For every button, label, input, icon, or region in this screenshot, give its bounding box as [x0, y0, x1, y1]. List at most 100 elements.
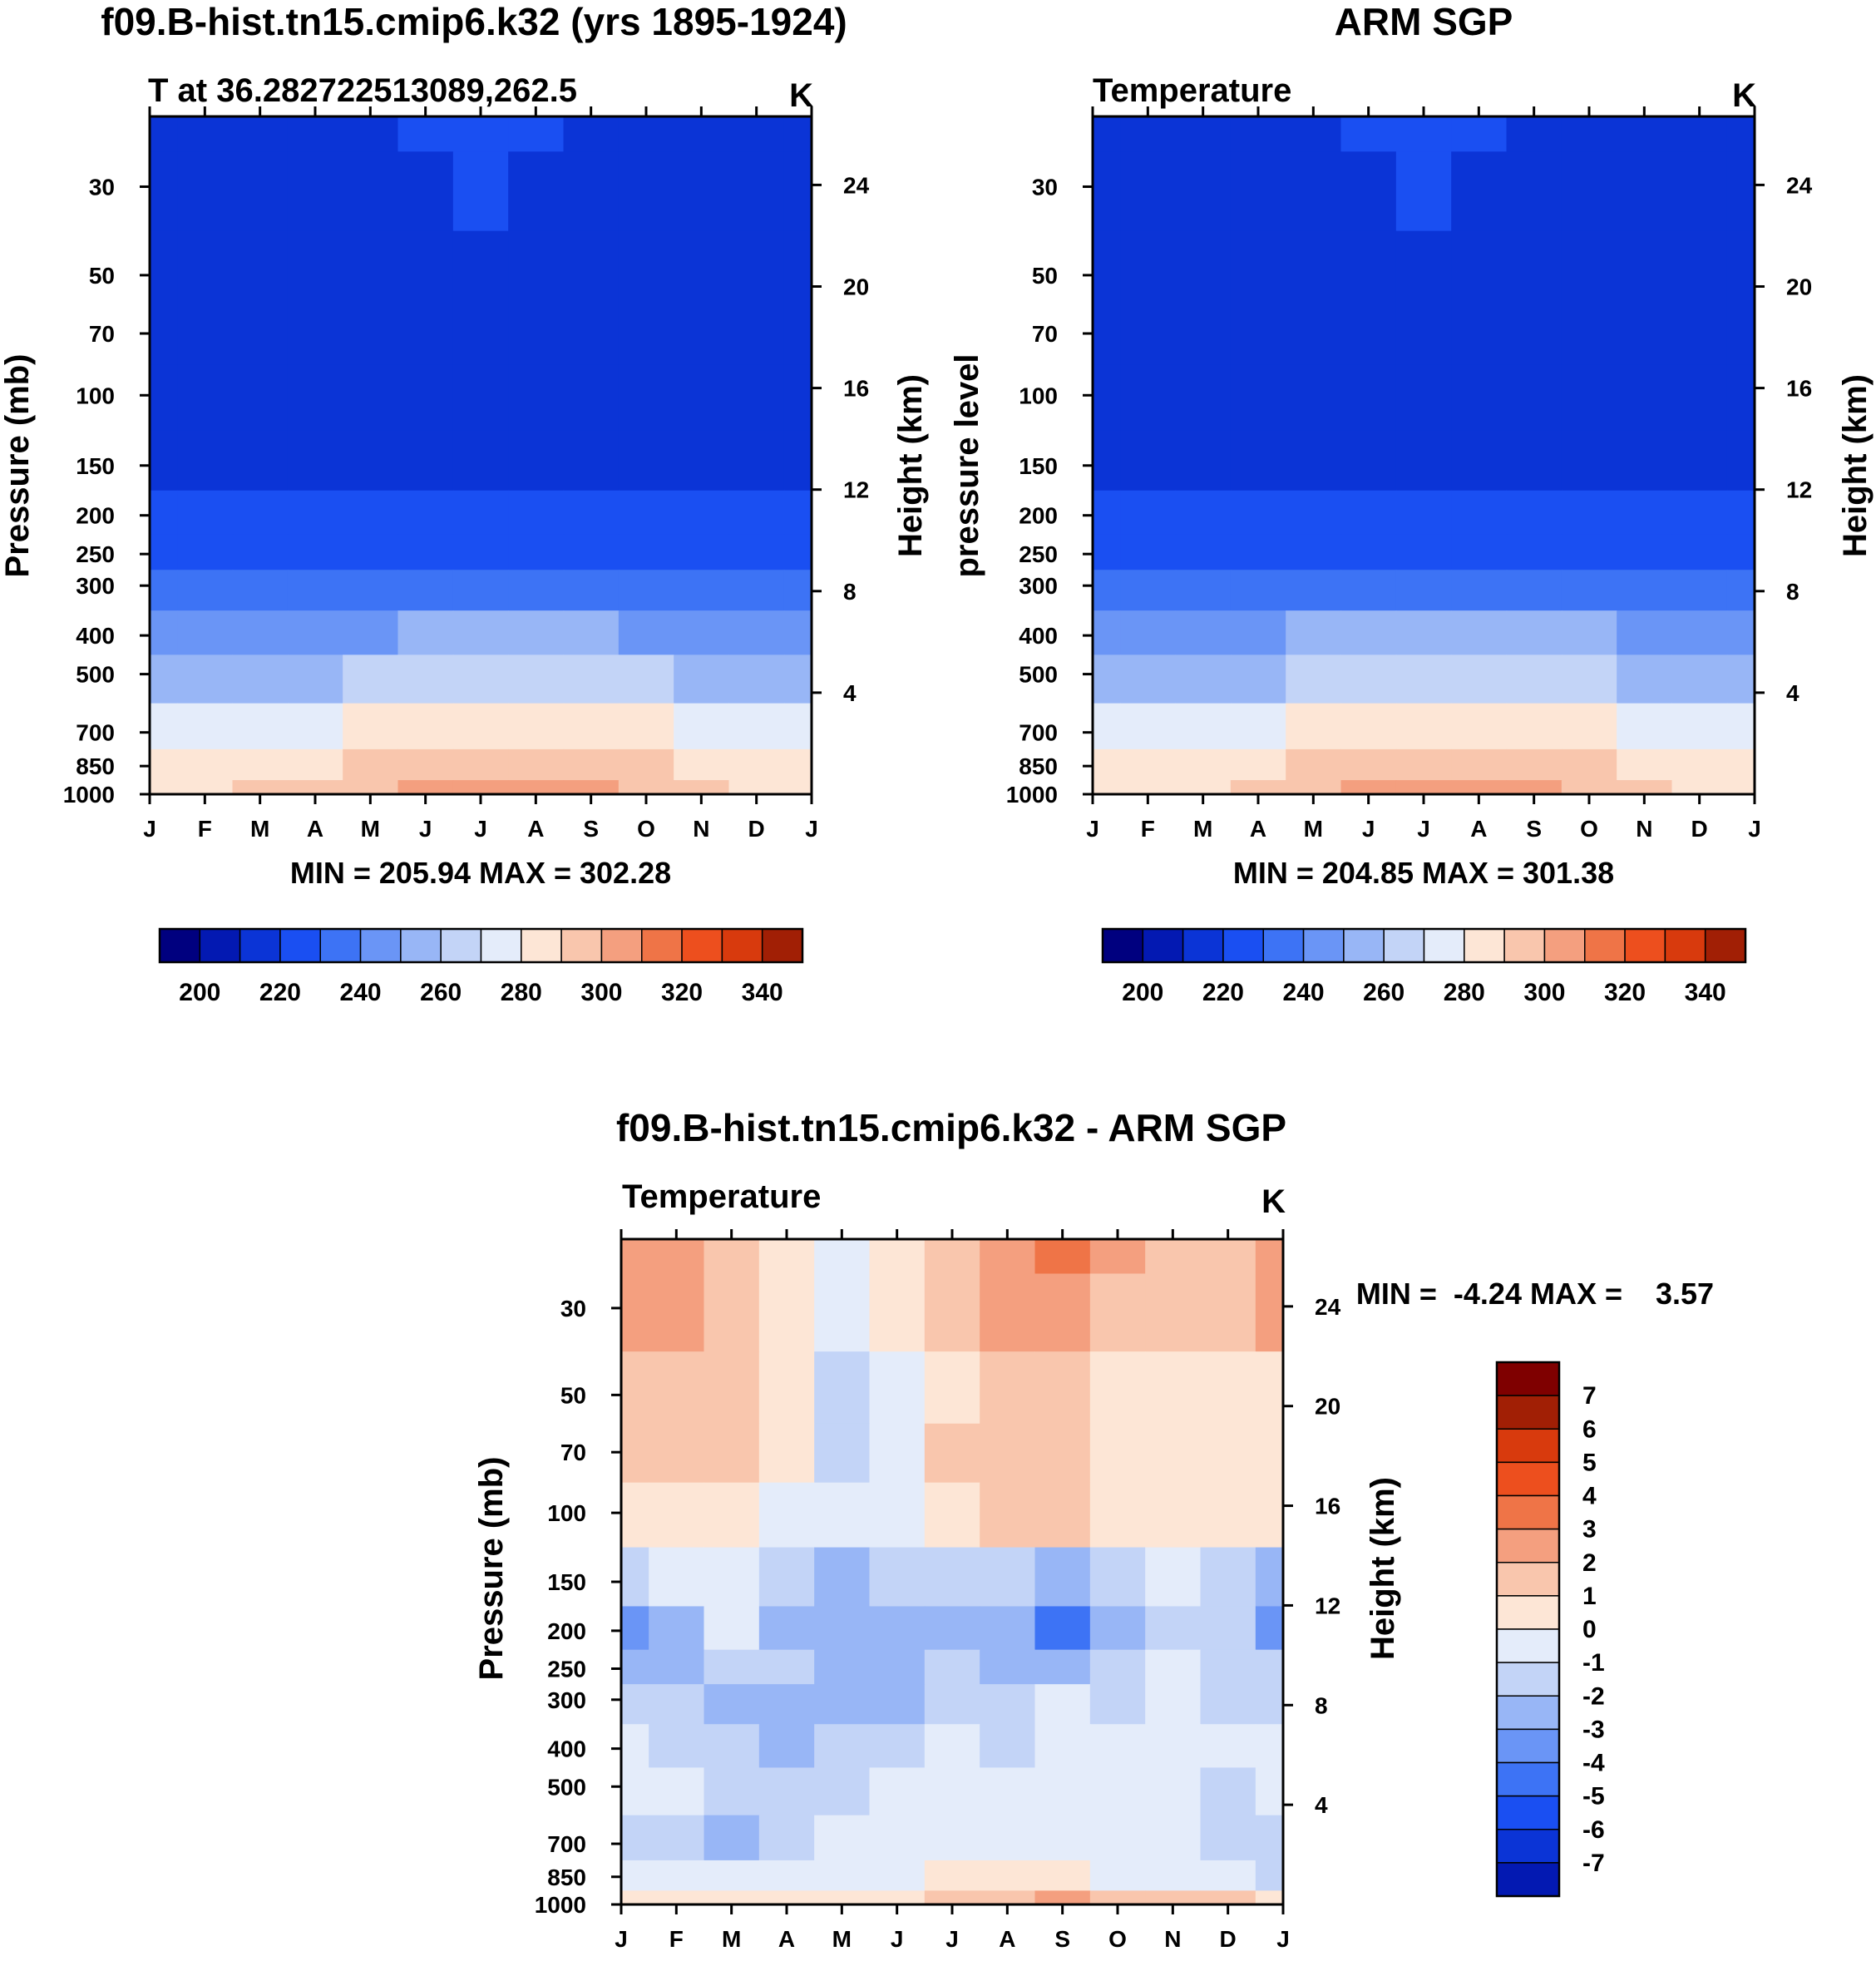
cell-p200-m0: [1093, 490, 1121, 536]
cell-p400-m2: [704, 1724, 760, 1769]
colorbar-box: [1496, 1528, 1560, 1563]
cell-p700-m6: [924, 1815, 980, 1861]
cell-p20-m1: [177, 116, 234, 152]
cell-p1000-m9: [1089, 1890, 1146, 1904]
cell-p150-m7: [980, 1547, 1036, 1608]
cell-p300-m1: [177, 570, 234, 611]
cell-p20-m3: [758, 1239, 815, 1275]
y-tick-label: 30: [89, 174, 115, 200]
cell-p1000-m5: [1340, 780, 1397, 794]
cell-p20-m7: [508, 116, 565, 152]
height-tick-label: 24: [843, 172, 870, 198]
height-tick-label: 20: [843, 274, 869, 299]
cell-p250-m4: [343, 534, 399, 571]
cell-p500-m12: [1726, 654, 1755, 704]
colorbar-label: 300: [580, 979, 622, 1006]
cell-p1000-m11: [728, 780, 785, 794]
cell-p850-m11: [1200, 1860, 1256, 1891]
cell-p300-m11: [728, 570, 785, 611]
cell-p1000-m8: [1506, 780, 1563, 794]
cell-p700-m6: [1395, 703, 1452, 750]
cell-p20-m12: [1726, 116, 1755, 152]
cell-p200-m4: [814, 1606, 871, 1651]
y-tick-label: 70: [89, 321, 115, 347]
cell-p150-m5: [397, 430, 454, 491]
cell-p700-m9: [1089, 1815, 1146, 1861]
cell-p250-m0: [621, 1649, 649, 1685]
y-tick-label: 200: [547, 1618, 586, 1644]
cell-p700-m10: [1617, 703, 1673, 750]
cell-p30-m7: [1451, 151, 1508, 232]
colorbar-box: [1102, 928, 1144, 963]
cell-p300-m9: [1089, 1684, 1146, 1725]
cell-p200-m8: [1034, 1606, 1091, 1651]
cell-p400-m4: [343, 610, 399, 655]
cell-p100-m0: [150, 364, 178, 432]
cell-p70-m4: [814, 1423, 871, 1484]
cell-p400-m3: [287, 610, 343, 655]
cell-p400-m12: [1255, 1724, 1283, 1769]
cell-p100-m10: [674, 364, 730, 432]
cell-p300-m1: [1120, 570, 1177, 611]
cell-p400-m11: [1200, 1724, 1256, 1769]
cell-p30-m0: [621, 1273, 649, 1352]
cell-p200-m6: [924, 1606, 980, 1651]
x-tick-label: S: [1054, 1926, 1070, 1952]
cell-p50-m8: [1506, 230, 1563, 305]
colorbar-label: 200: [179, 979, 220, 1006]
cell-p850-m10: [1617, 748, 1673, 781]
cell-p30-m11: [1671, 151, 1728, 232]
cell-p250-m6: [452, 534, 509, 571]
cell-p50-m8: [1034, 1351, 1091, 1425]
y-tick-label: 400: [76, 623, 115, 649]
height-tick-label: 8: [1315, 1692, 1328, 1718]
cell-p150-m11: [728, 430, 785, 491]
cell-p70-m11: [1671, 304, 1728, 365]
height-tick-label: 20: [1786, 274, 1812, 299]
x-tick-label: J: [474, 816, 487, 842]
x-tick-label: S: [583, 816, 599, 842]
cell-p400-m8: [1034, 1724, 1091, 1769]
panel-difference-stats: MIN = -4.24 MAX = 3.57: [1356, 1277, 1714, 1311]
colorbar-box: [1496, 1595, 1560, 1630]
cell-p70-m5: [397, 304, 454, 365]
y-tick-label: 1000: [63, 782, 115, 808]
cell-p850-m0: [621, 1860, 649, 1891]
cell-p70-m10: [1145, 1423, 1202, 1484]
x-tick-label: A: [1470, 816, 1487, 842]
cell-p700-m5: [397, 703, 454, 750]
cell-p1000-m1: [177, 780, 234, 794]
y-tick-label: 850: [76, 753, 115, 779]
x-tick-label: M: [1193, 816, 1212, 842]
cell-p20-m10: [1617, 116, 1673, 152]
cell-p30-m3: [1230, 151, 1286, 232]
cell-p500-m5: [1340, 654, 1397, 704]
cell-p70-m8: [563, 304, 620, 365]
panel-model-stats: MIN = 205.94 MAX = 302.28: [290, 856, 671, 890]
cell-p300-m9: [618, 570, 674, 611]
cell-p700-m3: [758, 1815, 815, 1861]
cell-p70-m8: [1506, 304, 1563, 365]
cell-p30-m5: [869, 1273, 926, 1352]
panel-difference-plot: J F M A M J J A S O N D J 30 50 70 100 150 200 250 300 400 500…: [535, 1229, 1341, 1952]
cell-p150-m6: [1395, 430, 1452, 491]
cell-p70-m4: [343, 304, 399, 365]
cell-p850-m0: [150, 748, 178, 781]
cell-p20-m0: [621, 1239, 649, 1275]
colorbar-box: [480, 928, 522, 963]
cell-p70-m6: [1395, 304, 1452, 365]
cell-p500-m10: [674, 654, 730, 704]
cell-p200-m11: [728, 490, 785, 536]
colorbar-box: [721, 928, 763, 963]
cell-p250-m12: [1726, 534, 1755, 571]
cell-p500-m11: [1671, 654, 1728, 704]
x-tick-label: M: [722, 1926, 741, 1952]
cell-p100-m2: [704, 1482, 760, 1549]
cell-p200-m10: [1145, 1606, 1202, 1651]
cell-p500-m10: [1145, 1767, 1202, 1816]
colorbar-label: 1: [1582, 1583, 1597, 1610]
cell-p150-m3: [758, 1547, 815, 1608]
cell-p400-m5: [397, 610, 454, 655]
cell-p50-m12: [1255, 1351, 1283, 1425]
